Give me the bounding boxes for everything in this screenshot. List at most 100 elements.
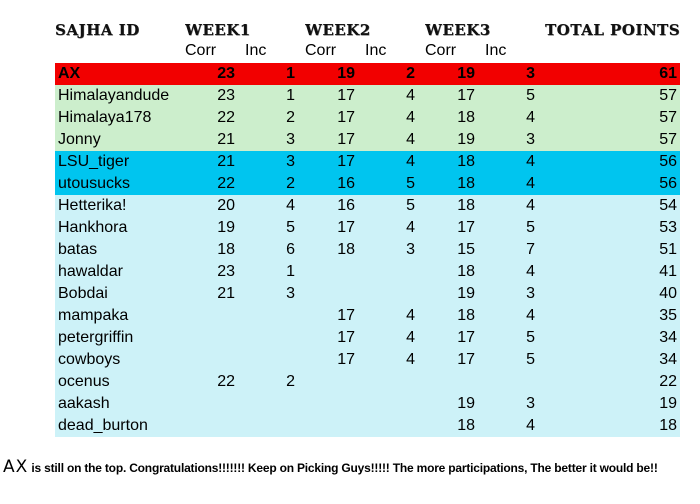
week3-incorrect-value: 7 xyxy=(526,241,535,258)
total-points-value: 19 xyxy=(659,395,678,412)
week1-incorrect-value xyxy=(245,305,305,327)
week1-correct-value: 22 xyxy=(217,175,235,192)
player-id: dead_burton xyxy=(58,417,148,434)
week3-correct-value: 17 xyxy=(457,329,475,346)
table-subheader-row: Corr Inc Corr Inc Corr Inc xyxy=(55,39,680,63)
week1-correct-value: 23 xyxy=(217,263,235,280)
week3-incorrect-value: 5 xyxy=(526,351,535,368)
week1-correct-value xyxy=(185,327,245,349)
week2-correct-value: 17 xyxy=(337,329,355,346)
total-points-value: 61 xyxy=(659,65,678,82)
column-header-total-points: TOTAL POINTS xyxy=(545,21,681,39)
subheader-week1-corr: Corr xyxy=(185,42,217,59)
week1-incorrect-value: 4 xyxy=(286,197,295,214)
week1-incorrect-value: 2 xyxy=(286,175,295,192)
table-row: Himalayandude 23 1 17 4 17 5 57 xyxy=(55,85,681,107)
subheader-week2-inc: Inc xyxy=(365,42,387,59)
week2-incorrect-value: 3 xyxy=(406,241,415,258)
week1-incorrect-value: 1 xyxy=(286,87,295,104)
week1-correct-value: 21 xyxy=(217,153,235,170)
week1-correct-value: 22 xyxy=(217,373,235,390)
week2-incorrect-value: 4 xyxy=(406,87,415,104)
week3-incorrect-value: 5 xyxy=(526,87,535,104)
subheader-week3-corr: Corr xyxy=(425,42,457,59)
week2-correct-value: 17 xyxy=(337,219,355,236)
week1-incorrect-value: 1 xyxy=(286,65,295,82)
week1-incorrect-value: 2 xyxy=(286,373,295,390)
total-points-value: 53 xyxy=(659,219,678,236)
table-row: Bobdai 21 3 19 3 40 xyxy=(55,283,681,305)
week1-incorrect-value: 3 xyxy=(286,285,295,302)
week2-correct-value: 16 xyxy=(337,175,355,192)
week2-incorrect-value: 4 xyxy=(406,153,415,170)
player-id: ocenus xyxy=(58,373,110,390)
week2-correct-value: 17 xyxy=(337,351,355,368)
total-points-value: 41 xyxy=(659,263,678,280)
footer-leader-name: AX xyxy=(3,457,29,477)
week2-correct-value xyxy=(305,261,365,283)
week1-incorrect-value: 2 xyxy=(286,109,295,126)
week2-incorrect-value xyxy=(365,393,425,415)
week2-correct-value xyxy=(305,393,365,415)
table-row: hawaldar 23 1 18 4 41 xyxy=(55,261,681,283)
week2-incorrect-value: 4 xyxy=(406,307,415,324)
table-body: AX 23 1 19 2 19 3 61 Himalayandude 23 1 … xyxy=(55,63,681,437)
week2-incorrect-value: 5 xyxy=(406,197,415,214)
week3-incorrect-value: 4 xyxy=(526,109,535,126)
week3-incorrect-value: 4 xyxy=(526,307,535,324)
subheader-week1-inc: Inc xyxy=(245,42,267,59)
total-points-value: 35 xyxy=(659,307,678,324)
player-id: Himalayandude xyxy=(58,87,170,104)
table-row: LSU_tiger 21 3 17 4 18 4 56 xyxy=(55,151,681,173)
table-row: utousucks 22 2 16 5 18 4 56 xyxy=(55,173,681,195)
week1-correct-value: 20 xyxy=(217,197,235,214)
table-row: cowboys 17 4 17 5 34 xyxy=(55,349,681,371)
week2-incorrect-value: 4 xyxy=(406,219,415,236)
week1-correct-value xyxy=(185,393,245,415)
week2-correct-value: 18 xyxy=(337,241,355,258)
player-id: Bobdai xyxy=(58,285,108,302)
week3-correct-value: 18 xyxy=(457,175,475,192)
total-points-value: 34 xyxy=(659,351,678,368)
total-points-value: 56 xyxy=(659,153,678,170)
week3-correct-value: 18 xyxy=(457,109,475,126)
week3-correct-value: 18 xyxy=(457,417,475,434)
week2-incorrect-value: 4 xyxy=(406,109,415,126)
week1-incorrect-value: 1 xyxy=(286,263,295,280)
table-row: aakash 19 3 19 xyxy=(55,393,681,415)
week3-correct-value: 15 xyxy=(457,241,475,258)
week3-correct-value: 19 xyxy=(457,285,475,302)
week1-correct-value: 21 xyxy=(217,285,235,302)
week1-correct-value: 23 xyxy=(217,87,235,104)
footer-message: AX is still on the top. Congratulations!… xyxy=(3,457,699,477)
week1-correct-value: 18 xyxy=(217,241,235,258)
total-points-value: 40 xyxy=(659,285,678,302)
week2-incorrect-value: 2 xyxy=(406,65,415,82)
week3-correct-value: 17 xyxy=(457,219,475,236)
week3-correct-value: 19 xyxy=(457,65,475,82)
week3-incorrect-value: 4 xyxy=(526,153,535,170)
week2-correct-value: 17 xyxy=(337,131,355,148)
footer-text: is still on the top. Congratulations!!!!… xyxy=(28,461,658,475)
week1-incorrect-value xyxy=(245,327,305,349)
table-row: mampaka 17 4 18 4 35 xyxy=(55,305,681,327)
week2-incorrect-value: 5 xyxy=(406,175,415,192)
week3-correct-value: 17 xyxy=(457,87,475,104)
week1-correct-value: 21 xyxy=(217,131,235,148)
week2-incorrect-value xyxy=(365,371,425,393)
week3-correct-value: 19 xyxy=(457,395,475,412)
player-id: Hetterika! xyxy=(58,197,127,214)
table-row: Jonny 21 3 17 4 19 3 57 xyxy=(55,129,681,151)
column-header-week1: WEEK1 xyxy=(185,21,251,39)
subheader-week2-corr: Corr xyxy=(305,42,337,59)
week1-incorrect-value xyxy=(245,393,305,415)
player-id: AX xyxy=(58,65,81,82)
total-points-value: 57 xyxy=(659,109,678,126)
week2-correct-value xyxy=(305,283,365,305)
week1-incorrect-value: 3 xyxy=(286,131,295,148)
week2-incorrect-value xyxy=(365,415,425,437)
week1-incorrect-value: 3 xyxy=(286,153,295,170)
total-points-value: 54 xyxy=(659,197,678,214)
week1-incorrect-value xyxy=(245,349,305,371)
week3-incorrect-value: 4 xyxy=(526,197,535,214)
